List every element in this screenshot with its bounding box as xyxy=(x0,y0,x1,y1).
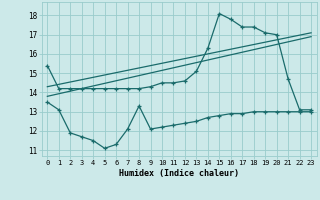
X-axis label: Humidex (Indice chaleur): Humidex (Indice chaleur) xyxy=(119,169,239,178)
